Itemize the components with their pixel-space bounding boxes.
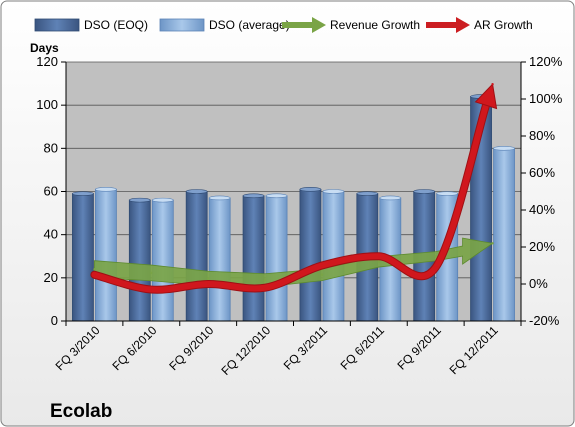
ar-growth-point bbox=[377, 255, 381, 258]
bar-dso-average bbox=[208, 197, 231, 322]
revenue-growth-point bbox=[491, 242, 494, 245]
bar-dso-average bbox=[493, 147, 515, 322]
right-tick-label: 0% bbox=[529, 276, 548, 291]
bar-cap-dso-average bbox=[322, 189, 345, 194]
left-tick-label: 100 bbox=[36, 97, 58, 112]
ar-growth-arrowhead bbox=[474, 83, 498, 110]
bar-cap-dso-average bbox=[208, 195, 231, 201]
ar-growth-point bbox=[150, 288, 153, 291]
left-tick-label: 80 bbox=[44, 140, 58, 155]
left-axis-title: Days bbox=[30, 41, 59, 55]
revenue-growth-point bbox=[206, 277, 210, 280]
bar-dso-average bbox=[95, 188, 117, 322]
bar-cap-dso-eoq bbox=[356, 191, 379, 196]
bar-cap-dso-average bbox=[265, 193, 288, 199]
legend: DSO (EOQ) DSO (average) Revenue Growth A… bbox=[34, 17, 533, 33]
legend-item-revenue-growth: Revenue Growth bbox=[282, 17, 420, 33]
bar-dso-average bbox=[265, 195, 288, 322]
revenue-growth-point bbox=[320, 273, 324, 276]
bar-cap-dso-average bbox=[436, 191, 458, 196]
bar-dso-eoq bbox=[242, 195, 265, 322]
revenue-growth-point bbox=[377, 260, 381, 263]
left-tick-label: 120 bbox=[36, 54, 58, 69]
left-tick-label: 0 bbox=[51, 313, 58, 328]
left-tick-label: 40 bbox=[44, 227, 58, 242]
legend-item-dso-eoq: DSO (EOQ) bbox=[34, 18, 148, 32]
bar-cap-dso-average bbox=[95, 187, 117, 192]
ar-growth-point bbox=[320, 264, 324, 267]
bar-cap-dso-eoq bbox=[185, 189, 208, 194]
bar-dso-eoq bbox=[299, 188, 322, 322]
legend-swatch-dso-eoq bbox=[34, 18, 80, 32]
bar-cap-dso-eoq bbox=[72, 191, 94, 196]
legend-item-dso-average: DSO (average) bbox=[159, 18, 290, 32]
left-tick-label: 60 bbox=[44, 184, 58, 199]
bar-cap-dso-eoq bbox=[299, 187, 322, 192]
ar-growth-point bbox=[491, 83, 494, 86]
company-name: Ecolab bbox=[50, 401, 112, 422]
right-tick-label: -20% bbox=[529, 313, 560, 328]
revenue-growth-point bbox=[263, 279, 267, 282]
ar-growth-point bbox=[93, 273, 96, 276]
bar-dso-eoq bbox=[128, 199, 151, 322]
left-tick-label: 20 bbox=[44, 270, 58, 285]
bar-dso-average bbox=[322, 191, 345, 322]
bar-dso-eoq bbox=[72, 193, 94, 322]
bar-dso-eoq bbox=[185, 191, 208, 322]
legend-swatch-dso-average bbox=[159, 18, 205, 32]
revenue-growth-point bbox=[93, 268, 96, 271]
bar-cap-dso-eoq bbox=[129, 197, 151, 203]
ar-growth-point bbox=[263, 286, 267, 289]
bar-cap-dso-average bbox=[152, 197, 174, 203]
legend-label-ar-growth: AR Growth bbox=[474, 18, 533, 32]
right-tick-label: 60% bbox=[529, 165, 555, 180]
legend-item-ar-growth: AR Growth bbox=[426, 17, 533, 33]
bar-cap-dso-eoq bbox=[242, 193, 265, 199]
legend-label-revenue-growth: Revenue Growth bbox=[330, 18, 420, 32]
bar-cap-dso-average bbox=[493, 146, 515, 151]
ar-growth-point bbox=[434, 266, 437, 269]
revenue-growth-point bbox=[434, 255, 437, 258]
right-tick-label: 80% bbox=[529, 128, 555, 143]
legend-label-dso-average: DSO (average) bbox=[209, 18, 290, 32]
right-tick-label: 100% bbox=[529, 91, 563, 106]
legend-label-dso-eoq: DSO (EOQ) bbox=[84, 18, 148, 32]
ar-growth-point bbox=[206, 282, 210, 286]
bar-cap-dso-eoq bbox=[413, 189, 435, 194]
right-tick-label: 120% bbox=[529, 54, 563, 69]
growth-lines bbox=[90, 83, 498, 294]
right-tick-label: 40% bbox=[529, 202, 555, 217]
bar-cap-dso-average bbox=[379, 195, 402, 201]
bar-dso-average bbox=[151, 199, 174, 322]
revenue-growth-point bbox=[150, 271, 153, 275]
right-tick-label: 20% bbox=[529, 239, 555, 254]
legend-swatch-ar-growth bbox=[426, 17, 470, 33]
legend-swatch-revenue-growth bbox=[282, 17, 326, 33]
